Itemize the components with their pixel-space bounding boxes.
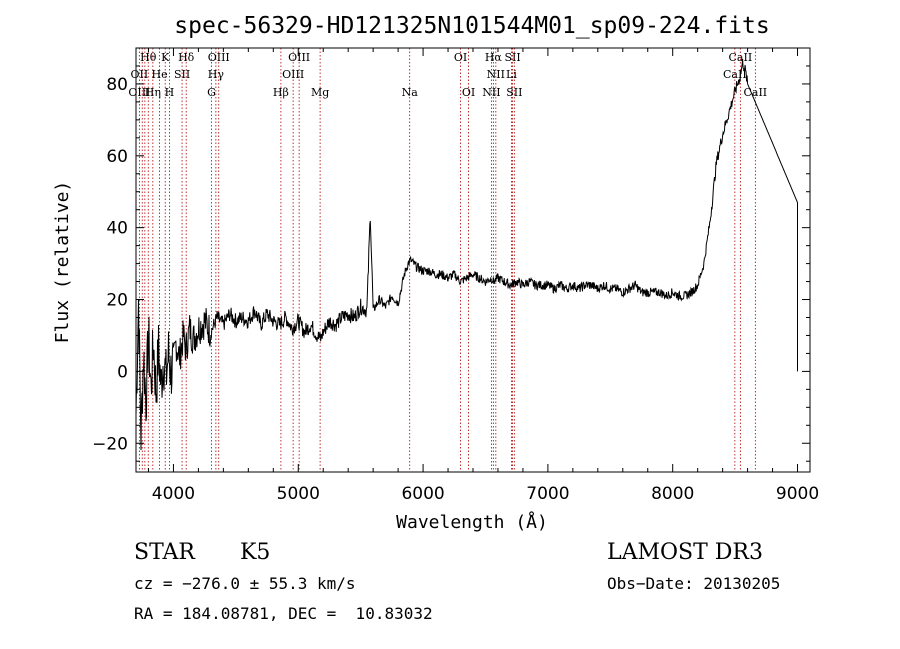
line-label: OIII	[208, 51, 230, 64]
line-label: OIII	[282, 68, 304, 81]
x-tick-label: 9000	[776, 484, 819, 504]
line-label: SII	[504, 51, 520, 64]
line-label: OI	[454, 51, 467, 64]
y-tick-label: 40	[106, 219, 128, 239]
line-label: K	[161, 51, 170, 64]
line-label: G	[207, 86, 216, 99]
line-label: H	[165, 86, 175, 99]
y-axis-label: Flux (relative)	[52, 181, 73, 344]
line-label: NII	[482, 86, 500, 99]
line-label: Mg	[311, 86, 329, 99]
y-axis-ticks: −20 0 20 40 60 80	[92, 65, 810, 462]
object-class: STAR	[134, 540, 195, 565]
spectrum-line	[135, 58, 798, 451]
line-label: SII	[506, 86, 522, 99]
line-label: CaII	[729, 51, 753, 64]
x-tick-label: 4000	[152, 484, 195, 504]
line-label: Hδ	[178, 51, 195, 64]
line-label: He	[152, 68, 168, 81]
redshift-velocity: cz = −276.0 ± 55.3 km/s	[134, 574, 356, 593]
line-label: OIII	[128, 86, 150, 99]
line-label: Li	[506, 68, 517, 81]
chart-title: spec-56329-HD121325N101544M01_sp09-224.f…	[174, 13, 769, 39]
x-tick-label: 5000	[277, 484, 320, 504]
coordinates: RA = 184.08781, DEC = 10.83032	[134, 604, 433, 623]
line-label: Hβ	[273, 86, 289, 99]
line-label: Hθ	[140, 51, 157, 64]
emission-line-markers	[138, 48, 756, 472]
y-tick-label: 80	[106, 75, 128, 95]
plot-frame	[135, 47, 811, 473]
survey-name: LAMOST DR3	[607, 540, 763, 565]
line-label: SII	[174, 68, 190, 81]
x-tick-label: 8000	[651, 484, 694, 504]
spectral-subclass: K5	[240, 540, 271, 565]
y-tick-label: 0	[117, 362, 128, 382]
x-tick-label: 6000	[401, 484, 444, 504]
line-label: CaII	[723, 68, 747, 81]
x-axis-ticks: 4000 5000 6000 7000 8000 9000	[147, 48, 819, 504]
line-label: OI	[462, 86, 475, 99]
observation-date: Obs−Date: 20130205	[607, 574, 781, 593]
y-tick-label: 20	[106, 291, 128, 311]
line-label: Hη	[145, 86, 161, 99]
x-tick-label: 7000	[526, 484, 569, 504]
line-label: Hα	[485, 51, 503, 64]
x-axis-label: Wavelength (Å)	[396, 511, 548, 533]
line-label: OII	[131, 68, 149, 81]
line-label: NII	[487, 68, 505, 81]
line-label: Hγ	[208, 68, 225, 81]
line-label: OIII	[288, 51, 310, 64]
y-tick-label: −20	[92, 434, 128, 454]
line-label: Na	[402, 86, 419, 99]
y-tick-label: 60	[106, 147, 128, 167]
line-label: CaII	[743, 86, 767, 99]
